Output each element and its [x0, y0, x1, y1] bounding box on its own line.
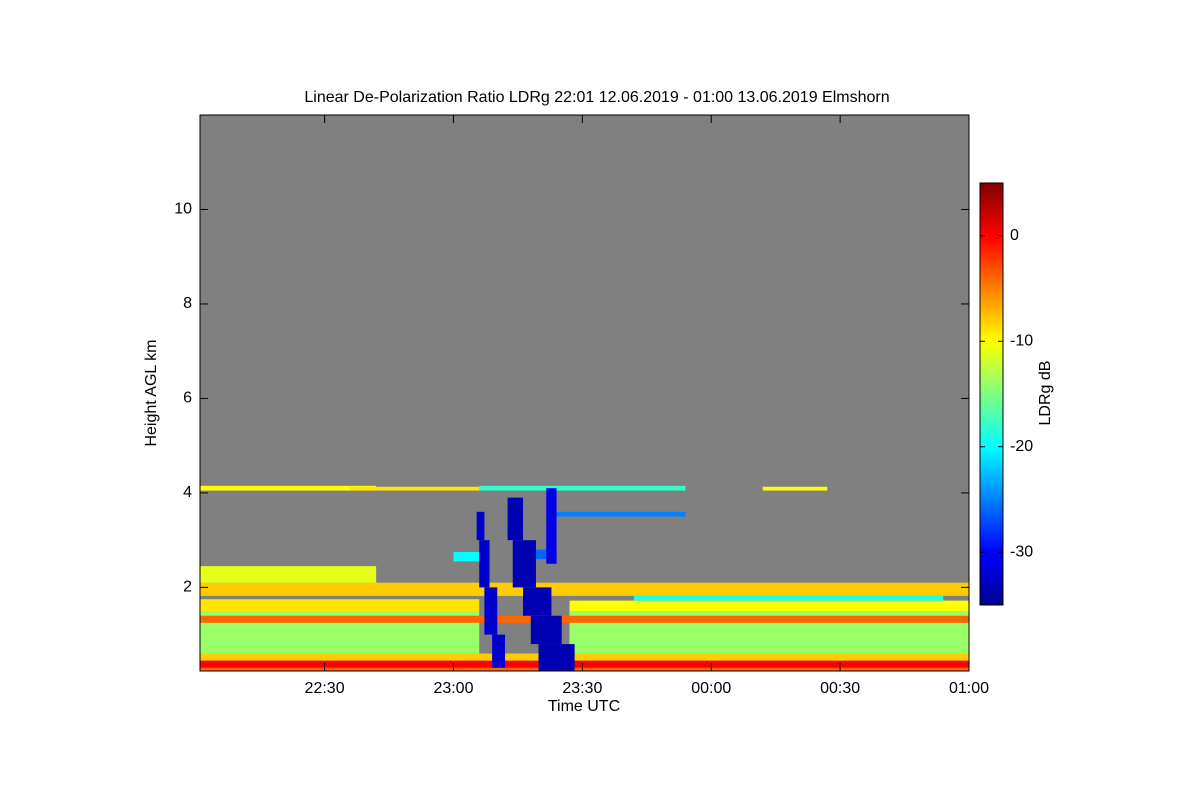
heatmap-cell: [200, 566, 377, 583]
colorbar-tick-label: -30: [1010, 543, 1033, 560]
x-tick-label: 00:30: [820, 680, 860, 697]
heatmap-cell: [523, 587, 552, 616]
heatmap-cell: [569, 600, 969, 612]
x-tick-label: 23:00: [433, 680, 473, 697]
heatmap-cell: [200, 660, 969, 668]
heatmap-cell: [484, 587, 498, 635]
heatmap-cell: [517, 549, 557, 560]
heatmap-cell: [633, 595, 944, 601]
x-axis-label: Time UTC: [548, 698, 620, 715]
chart-title: Linear De-Polarization Ratio LDRg 22:01 …: [304, 89, 889, 106]
heatmap-cell: [200, 582, 969, 596]
y-tick-label: 6: [183, 390, 192, 407]
heatmap-cell: [200, 599, 480, 612]
colorbar: [979, 182, 1004, 606]
y-tick-label: 10: [174, 201, 192, 218]
colorbar-tick-label: -10: [1010, 332, 1033, 349]
colorbar-tick-label: -20: [1010, 438, 1033, 455]
heatmap-cell: [479, 540, 490, 588]
heatmap-cell: [350, 486, 480, 491]
x-tick-label: 01:00: [949, 680, 989, 697]
heatmap-cell: [512, 540, 536, 588]
x-tick-label: 23:30: [562, 680, 602, 697]
y-tick-label: 4: [183, 484, 192, 501]
heatmap-cell: [556, 511, 686, 517]
heatmap-cell: [546, 488, 557, 564]
heatmap-cell: [200, 667, 969, 671]
y-tick-label: 8: [183, 295, 192, 312]
heatmap-cell: [507, 497, 524, 541]
heatmap-cell: [479, 485, 686, 491]
colorbar-tick-label: 0: [1010, 227, 1019, 244]
heatmap-cell: [476, 511, 485, 541]
y-tick-label: 2: [183, 579, 192, 596]
plot-frame: [199, 114, 970, 672]
heatmap-cell: [538, 644, 575, 671]
colorbar-label: LDRg dB: [1037, 361, 1054, 426]
heatmap-cell: [200, 485, 377, 491]
heatmap-cell: [453, 551, 480, 562]
x-tick-label: 00:00: [691, 680, 731, 697]
heatmap-cell: [762, 486, 828, 491]
heatmap-cell: [530, 615, 562, 645]
heatmap-cell: [200, 653, 969, 661]
heatmap-cell: [200, 615, 969, 623]
heatmap-cell: [492, 634, 506, 668]
y-axis-label: Height AGL km: [143, 339, 160, 446]
x-tick-label: 22:30: [305, 680, 345, 697]
